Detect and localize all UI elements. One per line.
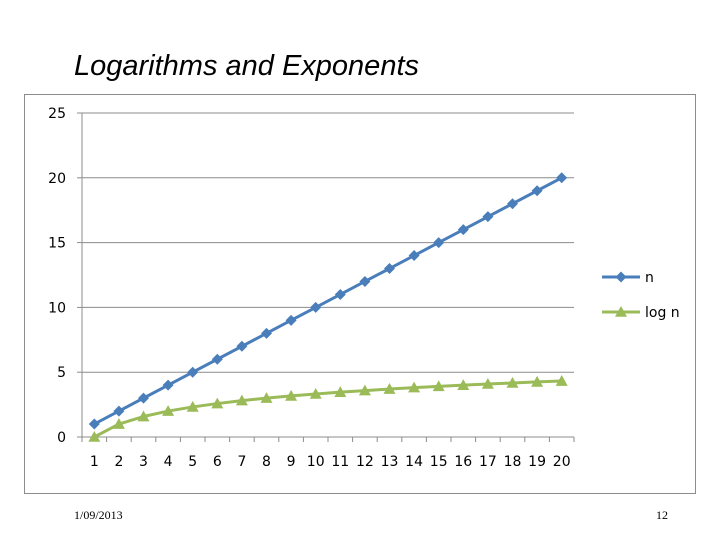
data-point-n: [187, 366, 199, 378]
x-tick-label: 11: [331, 454, 349, 470]
data-point-n: [556, 172, 568, 184]
x-tick-label: 17: [479, 454, 497, 470]
y-tick-label: 5: [57, 365, 66, 381]
series-lines: [88, 172, 568, 442]
data-point-n: [384, 263, 395, 275]
x-tick-label: 7: [237, 454, 246, 470]
legend-label: log n: [645, 305, 680, 321]
x-tick-label: 20: [553, 454, 571, 470]
x-tick-label: 10: [307, 454, 325, 470]
gridlines: [82, 112, 574, 373]
data-point-log-n: [186, 400, 199, 412]
data-point-log-n: [211, 397, 224, 409]
y-tick-label: 0: [57, 430, 66, 446]
data-point-n: [531, 185, 543, 197]
data-point-log-n: [408, 381, 421, 393]
data-point-log-n: [383, 383, 396, 394]
data-point-log-n: [506, 376, 519, 388]
data-point-log-n: [260, 392, 273, 403]
data-point-log-n: [457, 379, 470, 390]
data-point-log-n: [531, 375, 544, 387]
data-point-n: [236, 340, 248, 352]
x-tick-label: 9: [287, 454, 296, 470]
series-line-log-n: [93, 379, 562, 439]
data-point-log-n: [481, 377, 494, 389]
data-point-log-n: [285, 389, 298, 401]
x-tick-label: 2: [114, 454, 123, 470]
chart-legend: n log n: [602, 270, 680, 321]
data-point-n: [162, 379, 174, 391]
data-point-n: [261, 327, 272, 339]
data-point-log-n: [162, 405, 175, 416]
x-tick-label: 6: [213, 454, 222, 470]
legend-marker: [615, 271, 627, 283]
data-point-n: [359, 275, 371, 287]
x-tick-label: 13: [381, 454, 399, 470]
data-point-log-n: [112, 418, 125, 429]
series-line-n: [93, 176, 563, 426]
x-tick-label: 14: [405, 454, 423, 470]
data-point-log-n: [334, 386, 347, 397]
axes: [77, 112, 575, 442]
data-point-log-n: [555, 375, 568, 386]
slide-date: 1/09/2013: [74, 508, 123, 522]
data-point-n: [88, 418, 100, 430]
x-tick-label: 16: [454, 454, 472, 470]
data-point-log-n: [88, 431, 101, 442]
data-point-n: [285, 314, 297, 326]
x-tick-label: 5: [188, 454, 197, 470]
x-tick-label: 15: [430, 454, 448, 470]
data-point-n: [113, 405, 125, 417]
data-point-n: [433, 237, 445, 249]
slide-title: Logarithms and Exponents: [74, 50, 419, 82]
data-point-n: [457, 224, 469, 236]
y-tick-label: 15: [48, 236, 66, 252]
y-tick-label: 25: [48, 106, 66, 122]
chart-area: 0 5 10 15 20 25 1 2 3 4 5 6 7 8 9 10 11 12 13 14 15 16 17 18 19 2…: [24, 94, 696, 494]
y-tick-label: 10: [48, 300, 66, 316]
data-point-n: [310, 301, 322, 313]
x-tick-label: 19: [528, 454, 546, 470]
data-point-log-n: [235, 394, 248, 406]
x-tick-label: 4: [164, 454, 173, 470]
x-tick-label: 12: [356, 454, 374, 470]
legend-marker: [615, 306, 627, 317]
x-tick-label: 1: [90, 454, 99, 470]
slide-page-number: 12: [656, 508, 668, 522]
data-point-n: [507, 198, 518, 210]
x-tick-label: 18: [504, 454, 522, 470]
x-tick-label: 3: [139, 454, 148, 470]
data-point-log-n: [137, 410, 150, 422]
data-point-log-n: [358, 384, 371, 396]
legend-label: n: [645, 270, 654, 286]
data-point-log-n: [432, 380, 445, 392]
y-tick-label: 20: [48, 171, 66, 187]
data-point-n: [334, 288, 346, 300]
data-point-n: [482, 211, 494, 223]
data-point-n: [408, 250, 420, 262]
data-point-log-n: [309, 387, 322, 399]
data-point-n: [211, 353, 223, 365]
x-tick-label: 8: [262, 454, 271, 470]
data-point-n: [138, 392, 149, 404]
